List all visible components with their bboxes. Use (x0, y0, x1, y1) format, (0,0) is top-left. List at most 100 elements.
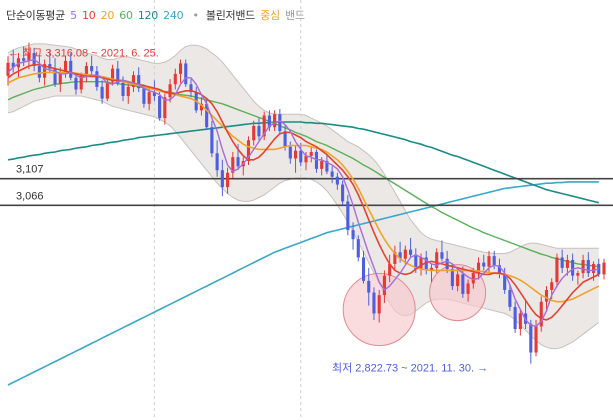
candle (215, 140, 219, 177)
candle-body (111, 68, 115, 82)
candle-body (341, 184, 345, 202)
candle-body (471, 273, 475, 284)
candle-body (299, 150, 303, 163)
candle (461, 266, 465, 298)
ma-period-5[interactable]: 5 (70, 9, 77, 22)
ma10-line (7, 63, 600, 321)
ma-period-240[interactable]: 240 (163, 9, 184, 22)
candle-body (492, 256, 496, 266)
candle (168, 79, 172, 103)
candle-body (252, 125, 256, 141)
candle (497, 258, 501, 279)
candle (581, 254, 585, 279)
candle-body (534, 326, 538, 353)
candle-body (377, 295, 381, 314)
candle (482, 254, 486, 271)
candle (602, 258, 606, 280)
candle (435, 248, 439, 274)
candle (361, 250, 366, 284)
candle-body (262, 115, 266, 137)
candle-body (116, 68, 120, 83)
candle-body (555, 257, 559, 283)
candle-body (602, 262, 606, 275)
candle (586, 252, 590, 277)
candle (27, 42, 31, 70)
candle (178, 59, 183, 83)
candle (382, 270, 386, 303)
candle (456, 269, 460, 292)
candle (576, 270, 580, 285)
ma-period-20[interactable]: 20 (100, 9, 115, 22)
candle-body (210, 127, 214, 154)
chart-legend: 단순이동평균 5 10 20 60 120 240 • 볼린저밴드 중심 밴드 (6, 7, 307, 23)
candle-body (126, 86, 130, 96)
candle-body (367, 280, 371, 293)
candle (377, 289, 381, 323)
candle-body (121, 82, 125, 96)
candle (476, 257, 481, 280)
candle-body (246, 140, 251, 162)
candle-body (487, 256, 491, 267)
candle (246, 136, 251, 165)
ma-period-120[interactable]: 120 (137, 9, 158, 22)
candle (565, 254, 569, 276)
candle-body (414, 254, 418, 270)
candle-body (403, 249, 407, 259)
candle-body (539, 301, 543, 327)
ma-label: 단순이동평균 (6, 9, 65, 22)
candle-body (131, 75, 136, 87)
candle-body (560, 257, 564, 268)
candle (403, 245, 407, 264)
candle-body (529, 323, 533, 353)
candle-body (476, 262, 481, 274)
candle-body (79, 75, 83, 90)
candle (37, 54, 41, 83)
ma-period-10[interactable]: 10 (82, 9, 96, 22)
candle-body (53, 68, 57, 85)
candle-body (550, 282, 554, 290)
candle-body (11, 62, 15, 68)
reference-lines (0, 177, 613, 207)
ma-period-60[interactable]: 60 (119, 9, 133, 22)
candle-body (199, 103, 203, 111)
candle-body (591, 263, 596, 274)
candle-body (435, 252, 439, 268)
candle (137, 67, 141, 93)
candle (100, 80, 104, 104)
candle-body (544, 289, 549, 302)
low-annotation: 최저 2,822.73 ~ 2021. 11. 30. → (332, 362, 488, 375)
candle (341, 180, 345, 206)
candle (252, 120, 256, 146)
candle-body (43, 64, 47, 78)
candle-body (335, 176, 339, 185)
candle (293, 145, 298, 173)
ref-line-label-3107: 3,107 (16, 164, 44, 176)
candle-body (27, 53, 31, 61)
candle (220, 159, 224, 197)
high-annotation: ← 최고 3,316.08 ~ 2021. 6. 25. (8, 47, 159, 60)
candle-body (137, 75, 141, 89)
candle-body (565, 260, 569, 268)
candle-body (320, 161, 324, 169)
candle-body (220, 170, 224, 188)
bollinger-center[interactable]: 중심 (260, 9, 280, 22)
candle (372, 287, 376, 320)
candle-body (513, 306, 517, 330)
candle (539, 296, 543, 332)
candle-body (105, 81, 109, 99)
candle-body (445, 258, 449, 270)
candle-body (581, 260, 585, 274)
vertical-grid (153, 0, 302, 420)
candle (309, 146, 313, 163)
candle-body (84, 66, 88, 76)
candle-body (424, 257, 428, 271)
candle (189, 79, 193, 98)
bollinger-upper (7, 43, 599, 254)
candle (388, 254, 392, 283)
candle (48, 49, 52, 73)
candle-body (393, 252, 397, 264)
bollinger-band-toggle[interactable]: 밴드 (285, 9, 305, 22)
candle (555, 253, 559, 288)
candle-body (508, 289, 512, 307)
candle-body (267, 115, 271, 128)
